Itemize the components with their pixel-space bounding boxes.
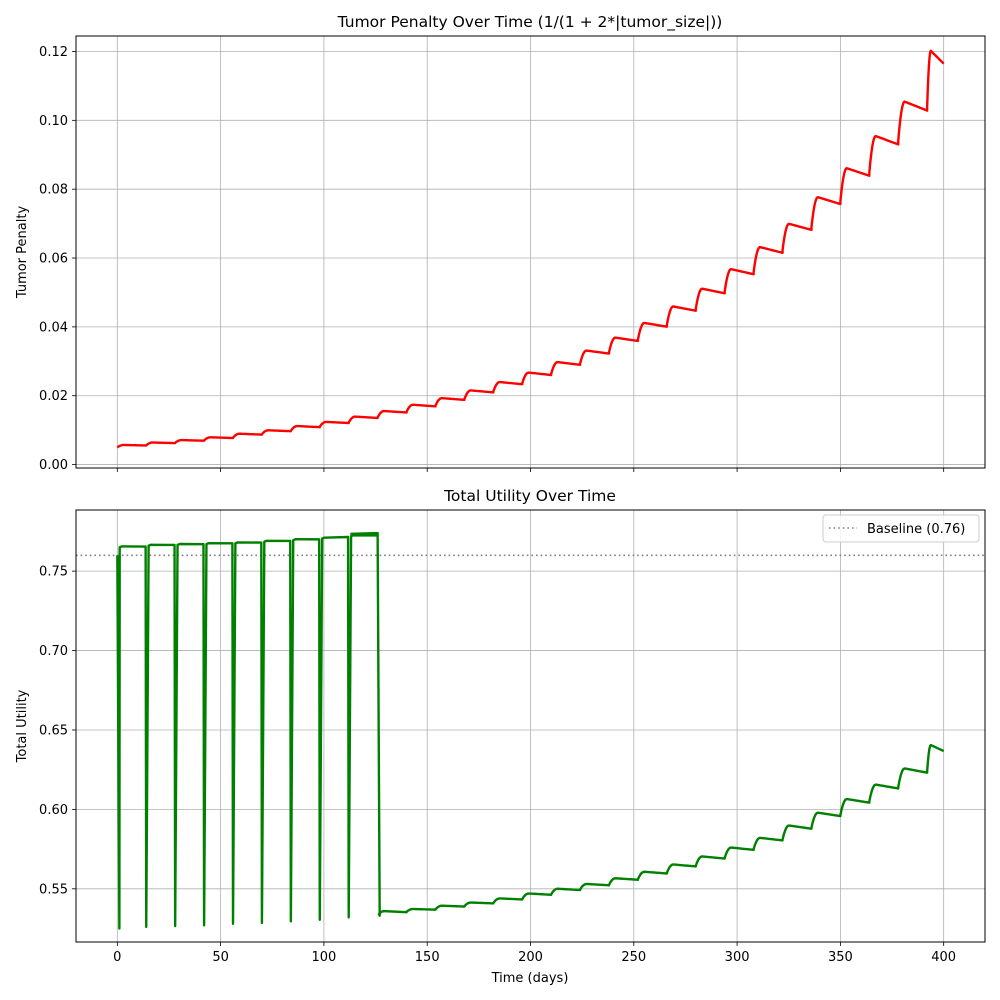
y-tick-label: 0.02 (39, 389, 68, 404)
panel-1-series (116, 49, 945, 449)
y-tick-label: 0.65 (39, 723, 68, 738)
y-tick-label: 0.12 (39, 45, 68, 60)
x-tick-label: 350 (828, 950, 853, 965)
x-tick-label: 0 (113, 950, 121, 965)
tumor-penalty-line (116, 49, 945, 449)
y-tick-label: 0.00 (39, 458, 68, 473)
y-tick-label: 0.75 (39, 565, 68, 580)
x-axis-label: Time (days) (491, 971, 569, 986)
y-tick-label: 0.06 (39, 252, 68, 267)
panel-1-y-ticks: 0.00 0.02 0.04 0.06 0.08 0.10 0.12 (39, 45, 76, 473)
panel-2-y-axis-label: Total Utility (15, 689, 30, 763)
panel-1-x-ticks (116, 468, 945, 472)
panel-tumor-penalty: Tumor Penalty Over Time (1/(1 + 2*|tumor… (15, 13, 986, 473)
total-utility-line (116, 531, 945, 930)
x-tick-label: 150 (415, 950, 440, 965)
x-tick-label: 200 (518, 950, 543, 965)
x-tick-label: 250 (621, 950, 646, 965)
panel-2-y-ticks: 0.55 0.60 0.65 0.70 0.75 (39, 565, 76, 897)
panel-1-y-axis-label: Tumor Penalty (15, 206, 30, 300)
legend: Baseline (0.76) (822, 514, 980, 543)
x-tick-label: 400 (931, 950, 956, 965)
x-tick-label: 50 (212, 950, 229, 965)
panel-2-series (116, 531, 945, 930)
panel-2-x-ticks: 0 50 100 150 200 250 300 350 400 (113, 942, 956, 965)
y-tick-label: 0.55 (39, 882, 68, 897)
x-tick-label: 100 (311, 950, 336, 965)
panel-2-grid (76, 510, 985, 942)
x-tick-label: 300 (725, 950, 750, 965)
y-tick-label: 0.70 (39, 644, 68, 659)
panel-1-title: Tumor Penalty Over Time (1/(1 + 2*|tumor… (337, 13, 723, 32)
y-tick-label: 0.08 (39, 183, 68, 198)
legend-baseline-label: Baseline (0.76) (867, 522, 965, 537)
panel-1-grid (76, 36, 985, 468)
y-tick-label: 0.60 (39, 803, 68, 818)
legend-box (822, 514, 980, 543)
y-tick-label: 0.10 (39, 114, 68, 129)
y-tick-label: 0.04 (39, 320, 68, 335)
panel-2-title: Total Utility Over Time (443, 487, 616, 505)
panel-total-utility: Total Utility Over Time 0 50 100 150 200 250 3… (15, 487, 986, 986)
